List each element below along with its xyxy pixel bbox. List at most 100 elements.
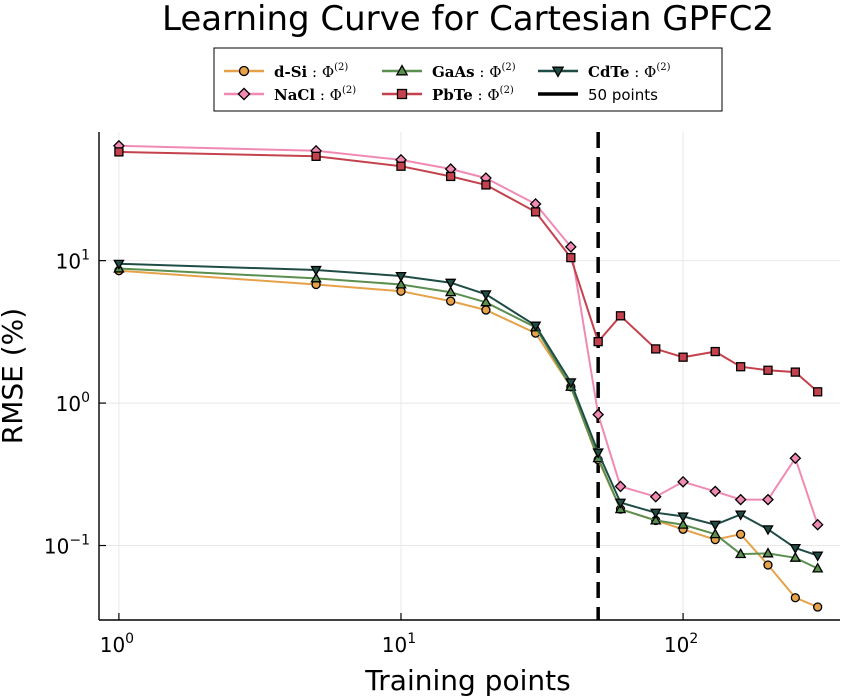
data-point-pbte [615,311,626,321]
data-point-cdte [395,271,407,283]
data-point-gaas [395,278,407,289]
series-cdte [113,259,824,562]
data-point-pbte [763,365,773,375]
data-point-nacl [789,452,802,465]
data-point-pbte [446,171,456,182]
legend-label-gaas: GaAs : Φ(2) [432,62,516,81]
legend-item-vline: 50 points [538,86,658,104]
legend-box [213,47,723,112]
legend-item-gaas: GaAs : Φ(2) [382,62,516,81]
data-point-pbte [593,336,603,347]
data-point-cdte [444,278,457,289]
y-tick-label: 101 [56,248,90,274]
data-point-cdte [811,551,824,562]
x-tick-label: 100 [100,631,134,657]
data-point-gaas [789,551,802,562]
series-d-si [114,266,823,612]
series-line-nacl [118,144,819,526]
data-point-nacl [592,408,605,421]
legend-label-nacl: NaCl : Φ(2) [274,85,356,104]
data-point-nacl [734,493,747,506]
y-axis-label: RMSE (%) [0,308,29,444]
series-line-pbte [118,150,819,393]
x-tick-label: 102 [664,631,698,657]
data-point-pbte [736,362,746,372]
data-point-cdte [677,512,689,523]
legend-label-d-si: d-Si : Φ(2) [274,62,348,81]
series-group [112,139,824,612]
legend: d-Si : Φ(2) GaAs : Φ(2) CdTe : Φ(2) NaCl : … [213,47,723,112]
x-tick-label: 101 [382,631,416,657]
series-line-d-si [118,269,819,608]
legend-marker-gaas [395,64,409,76]
data-point-gaas [310,272,322,283]
series-line-gaas [118,267,819,570]
legend-marker-pbte [396,88,408,100]
data-point-cdte [480,290,492,301]
data-point-nacl [677,475,689,488]
data-point-cdte [734,510,747,521]
data-point-gaas [762,547,774,558]
y-tick-label: 100 [56,390,90,416]
legend-item-cdte: CdTe : Φ(2) [538,62,671,81]
legend-marker-cdte [551,66,565,78]
legend-marker-d-si [238,65,250,77]
data-point-nacl [649,490,662,503]
data-point-cdte [565,378,577,389]
data-point-pbte [566,252,576,263]
legend-label-pbte: PbTe : Φ(2) [432,85,514,104]
data-point-cdte [762,525,774,536]
data-point-pbte [651,344,661,354]
data-point-pbte [311,151,321,161]
data-point-pbte [790,367,800,377]
data-point-gaas [444,286,457,297]
data-point-cdte [650,508,662,519]
legend-item-d-si: d-Si : Φ(2) [224,62,348,81]
data-point-pbte [710,346,720,357]
chart-title: Learning Curve for Cartesian GPFC2 [162,0,774,39]
data-point-gaas [734,548,747,559]
data-point-gaas [811,562,824,573]
y-tick-label: 10−1 [44,533,90,559]
plot-frame [99,132,840,620]
data-point-nacl [811,518,824,531]
data-point-gaas [480,296,492,307]
data-point-cdte [592,448,604,459]
data-point-pbte [678,352,688,362]
data-point-cdte [614,498,627,509]
data-point-d-si [763,560,773,570]
data-point-gaas [709,528,721,539]
data-point-nacl [614,480,627,493]
data-point-nacl [762,493,774,506]
legend-label-cdte: CdTe : Φ(2) [588,62,671,81]
data-point-gaas [677,518,689,529]
data-point-gaas [650,514,662,525]
data-point-nacl [709,485,722,498]
grid-lines [99,132,840,620]
data-point-cdte [113,259,125,270]
data-point-d-si [736,529,746,539]
data-point-cdte [789,543,802,555]
data-point-cdte [709,520,721,531]
data-point-pbte [114,147,124,157]
legend-label-vline: 50 points [588,86,658,104]
legend-item-pbte: PbTe : Φ(2) [382,85,514,104]
series-pbte [114,147,823,397]
data-point-pbte [396,161,406,171]
data-point-nacl [564,240,577,253]
data-point-pbte [481,180,491,190]
series-line-cdte [118,262,819,557]
data-point-d-si [481,305,491,315]
data-point-pbte [530,207,541,217]
data-point-cdte [310,265,322,277]
axis-ticks: 100 101 102 10−1 100 101 [44,248,698,657]
data-point-d-si [790,593,800,603]
data-point-cdte [529,321,542,332]
data-point-pbte [813,387,823,397]
series-nacl [112,139,824,531]
legend-item-nacl: NaCl : Φ(2) [224,85,356,104]
data-point-d-si [813,602,823,612]
legend-marker-nacl [237,87,251,101]
data-point-d-si [446,296,456,306]
